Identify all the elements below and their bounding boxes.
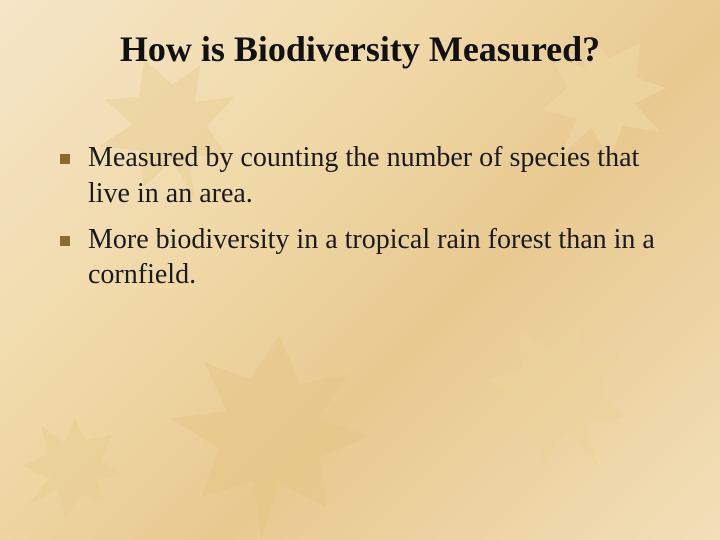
- slide-content: Measured by counting the number of speci…: [60, 140, 670, 303]
- list-item: More biodiversity in a tropical rain for…: [60, 222, 670, 294]
- slide-title: How is Biodiversity Measured?: [0, 28, 720, 70]
- list-item: Measured by counting the number of speci…: [60, 140, 670, 212]
- slide: How is Biodiversity Measured? Measured b…: [0, 0, 720, 540]
- bullet-square-icon: [60, 236, 70, 246]
- bullet-text: Measured by counting the number of speci…: [88, 140, 670, 212]
- bullet-square-icon: [60, 154, 70, 164]
- bullet-text: More biodiversity in a tropical rain for…: [88, 222, 670, 294]
